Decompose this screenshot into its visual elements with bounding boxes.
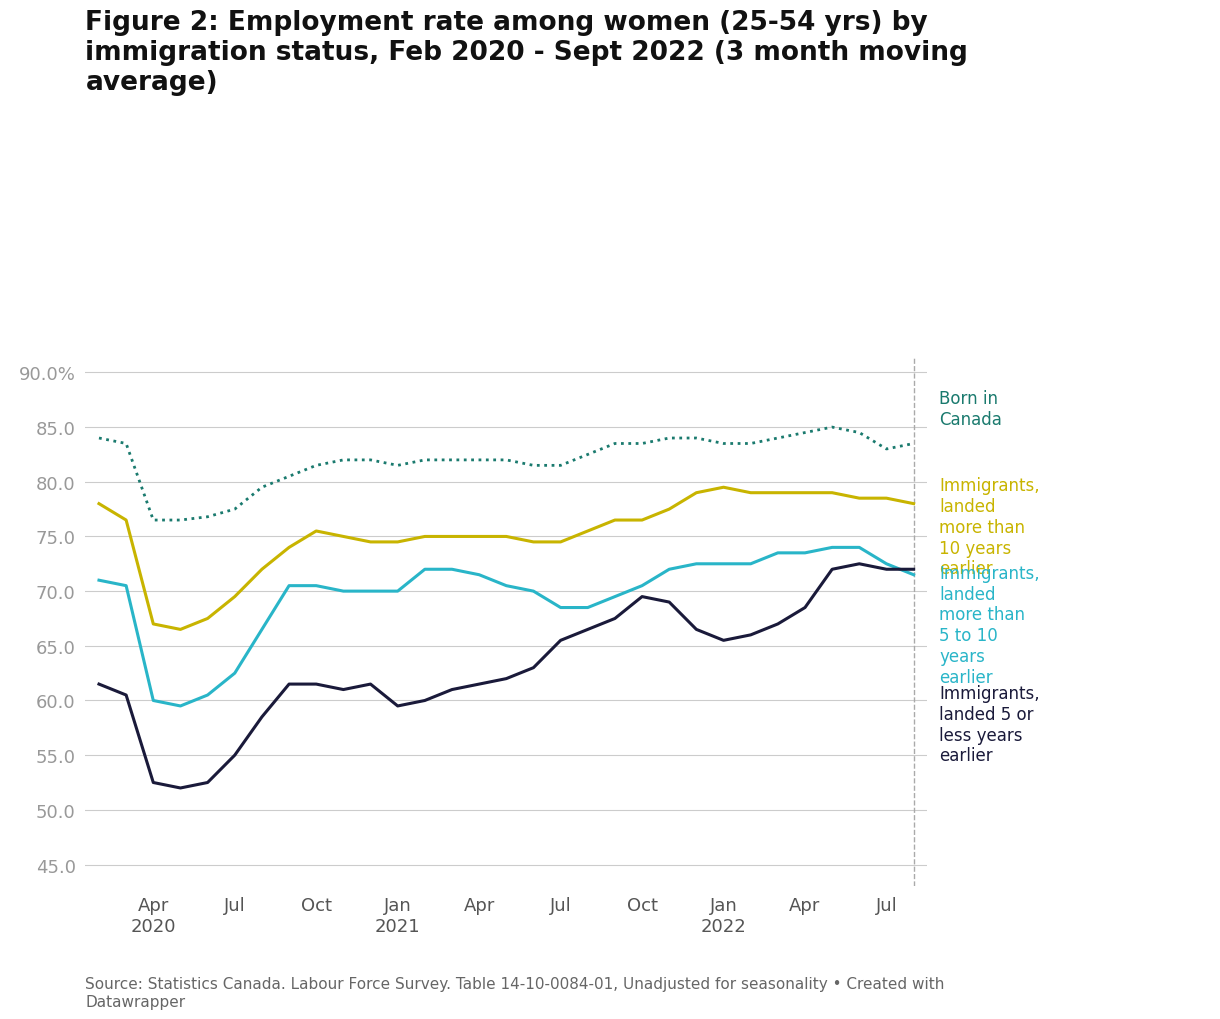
Text: Source: Statistics Canada. Labour Force Survey. Table 14-10-0084-01, Unadjusted : Source: Statistics Canada. Labour Force … — [85, 976, 944, 1009]
Text: Born in
Canada: Born in Canada — [939, 389, 1003, 428]
Text: Immigrants,
landed 5 or
less years
earlier: Immigrants, landed 5 or less years earli… — [939, 685, 1039, 764]
Text: Immigrants,
landed
more than
10 years
earlier: Immigrants, landed more than 10 years ea… — [939, 477, 1039, 578]
Text: Figure 2: Employment rate among women (25-54 yrs) by
immigration status, Feb 202: Figure 2: Employment rate among women (2… — [85, 10, 969, 96]
Text: Immigrants,
landed
more than
5 to 10
years
earlier: Immigrants, landed more than 5 to 10 yea… — [939, 565, 1039, 686]
